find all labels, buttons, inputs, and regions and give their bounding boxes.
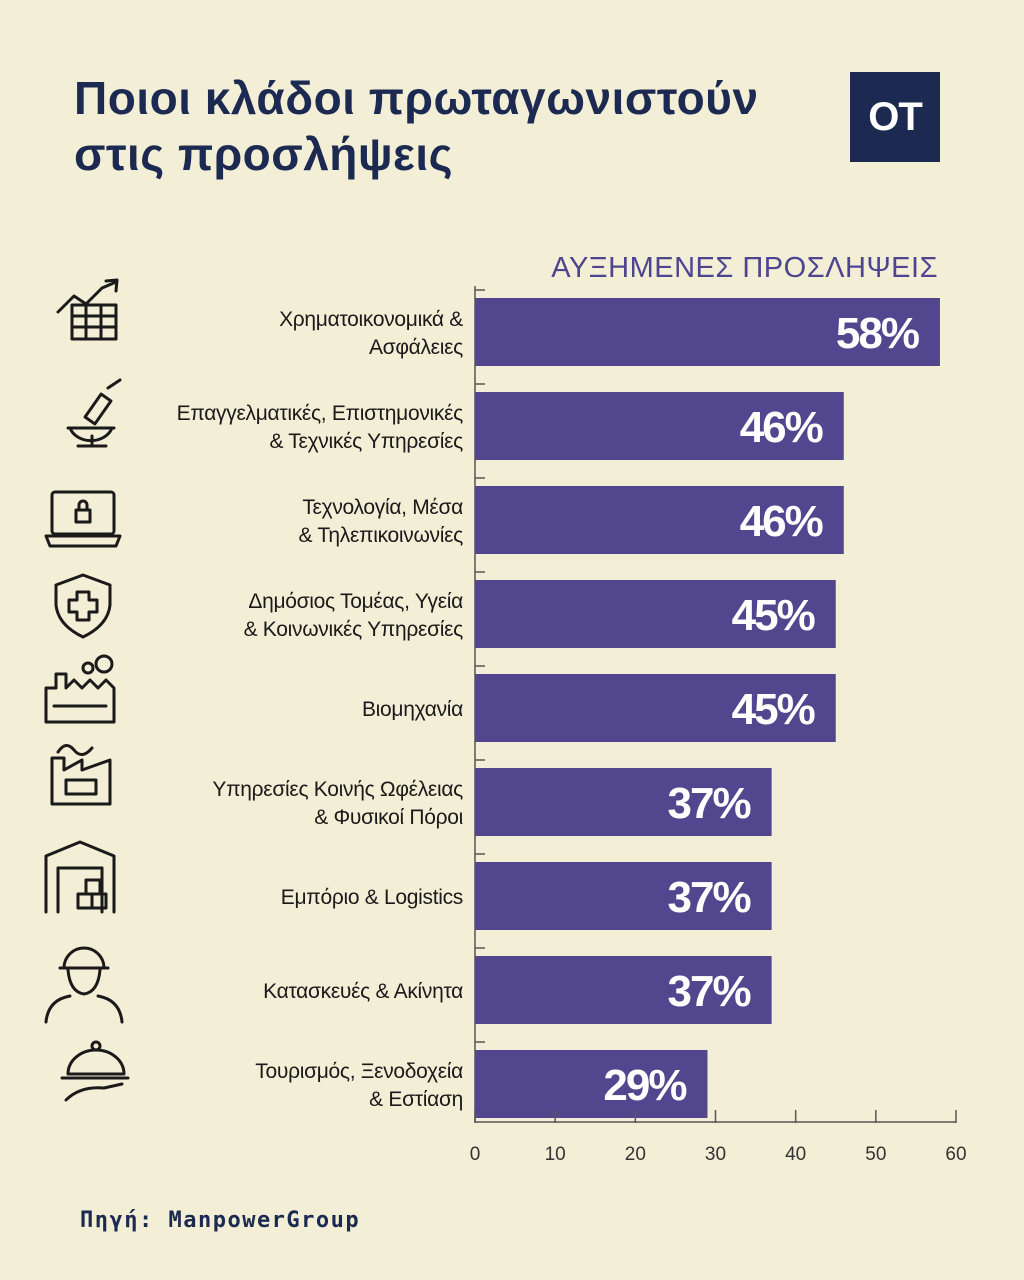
factory-icon [44,654,116,724]
bar [475,674,836,742]
category-label: Χρηματοικονομικά & [279,308,463,331]
page-title: Ποιοι κλάδοι πρωταγωνιστούν στις προσλήψ… [74,70,834,182]
laptop-lock-icon [44,490,122,548]
bar [475,1050,708,1118]
category-label: Δημόσιος Τομέας, Υγεία [248,590,463,613]
category-label: Κατασκευές & Ακίνητα [263,980,463,1003]
bar [475,392,844,460]
ot-logo: OT [850,72,940,162]
value-label: 46% [740,497,823,546]
value-label: 45% [732,591,815,640]
bar [475,486,844,554]
value-label: 29% [603,1061,686,1110]
category-label: & Εστίαση [369,1088,463,1111]
value-label: 46% [740,403,823,452]
medical-shield-icon [54,573,112,639]
value-label: 37% [668,967,751,1016]
x-tick-label: 10 [545,1144,566,1165]
microscope-icon [66,378,122,448]
category-label: Υπηρεσίες Κοινής Ωφέλειας [212,778,463,801]
warehouse-icon [44,840,116,914]
finance-chart-icon [56,278,119,341]
utility-plant-icon [50,744,112,806]
value-label: 58% [836,309,919,358]
category-label: Ασφάλειες [369,336,463,359]
bar [475,580,836,648]
x-tick-label: 50 [865,1144,886,1165]
category-label: Τεχνολογία, Μέσα [302,496,463,519]
category-label: & Τεχνικές Υπηρεσίες [269,430,463,453]
x-tick-label: 60 [945,1144,966,1165]
value-label: 37% [668,779,751,828]
construction-worker-icon [44,946,124,1024]
category-label: Βιομηχανία [362,698,463,721]
x-tick-label: 30 [705,1144,726,1165]
category-label: Επαγγελματικές, Επιστημονικές [177,402,464,425]
x-tick-label: 40 [785,1144,806,1165]
category-label: & Φυσικοί Πόροι [314,806,463,829]
category-label: & Τηλεπικοινωνίες [299,524,464,547]
category-label: & Κοινωνικές Υπηρεσίες [244,618,464,641]
category-label: Τουρισμός, Ξενοδοχεία [255,1060,463,1083]
value-label: 45% [732,685,815,734]
value-label: 37% [668,873,751,922]
title-line-1: Ποιοι κλάδοι πρωταγωνιστούν [74,72,759,124]
source-note: Πηγή: ManpowerGroup [80,1208,361,1233]
x-tick-label: 20 [625,1144,646,1165]
bar [475,298,940,366]
bar [475,768,772,836]
title-line-2: στις προσλήψεις [74,128,454,180]
cloche-icon [60,1040,130,1102]
x-tick-label: 0 [470,1144,481,1165]
series-header: ΑΥΞΗΜΕΝΕΣ ΠΡΟΣΛΗΨΕΙΣ [551,252,938,284]
bar [475,862,772,930]
bar [475,956,772,1024]
category-label: Εμπόριο & Logistics [281,886,463,909]
